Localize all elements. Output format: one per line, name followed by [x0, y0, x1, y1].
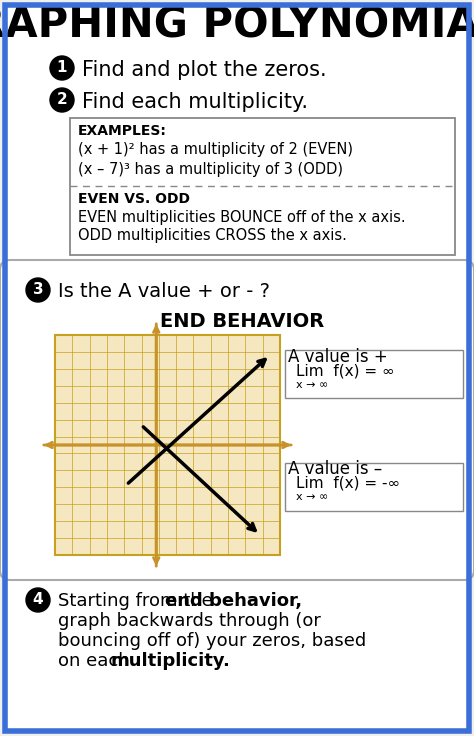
Text: x → ∞: x → ∞: [296, 492, 328, 502]
Text: Lim  f(x) = -∞: Lim f(x) = -∞: [296, 476, 400, 491]
FancyBboxPatch shape: [5, 5, 469, 731]
Text: EVEN multiplicities BOUNCE off of the x axis.: EVEN multiplicities BOUNCE off of the x …: [78, 210, 406, 225]
Circle shape: [26, 278, 50, 302]
FancyBboxPatch shape: [70, 118, 455, 255]
Text: Find and plot the zeros.: Find and plot the zeros.: [82, 60, 327, 80]
Text: Starting from the: Starting from the: [58, 592, 219, 610]
Text: 4: 4: [33, 592, 43, 607]
Text: EVEN VS. ODD: EVEN VS. ODD: [78, 192, 190, 206]
Circle shape: [50, 56, 74, 80]
Text: multiplicity.: multiplicity.: [111, 652, 231, 670]
Circle shape: [26, 588, 50, 612]
FancyBboxPatch shape: [285, 463, 463, 511]
Text: A value is –: A value is –: [288, 460, 382, 478]
Text: Lim  f(x) = ∞: Lim f(x) = ∞: [296, 364, 395, 379]
Text: (x – 7)³ has a multiplicity of 3 (ODD): (x – 7)³ has a multiplicity of 3 (ODD): [78, 162, 343, 177]
Text: graph backwards through (or: graph backwards through (or: [58, 612, 321, 630]
Bar: [55, 335, 280, 555]
Text: GRAPHING POLYNOMIALS: GRAPHING POLYNOMIALS: [0, 5, 474, 47]
Text: ODD multiplicities CROSS the x axis.: ODD multiplicities CROSS the x axis.: [78, 228, 347, 243]
Text: x → ∞: x → ∞: [296, 380, 328, 390]
Text: EXAMPLES:: EXAMPLES:: [78, 124, 167, 138]
Text: 2: 2: [56, 93, 67, 107]
Text: Is the A value + or - ?: Is the A value + or - ?: [58, 282, 270, 301]
Circle shape: [50, 88, 74, 112]
Text: end behavior,: end behavior,: [165, 592, 302, 610]
Text: Find each multiplicity.: Find each multiplicity.: [82, 92, 308, 112]
FancyBboxPatch shape: [285, 350, 463, 398]
Text: bouncing off of) your zeros, based: bouncing off of) your zeros, based: [58, 632, 366, 650]
Text: END BEHAVIOR: END BEHAVIOR: [160, 312, 324, 331]
FancyBboxPatch shape: [0, 260, 474, 580]
Text: 3: 3: [33, 283, 43, 297]
Text: on each: on each: [58, 652, 136, 670]
Text: 1: 1: [57, 60, 67, 76]
Text: (x + 1)² has a multiplicity of 2 (EVEN): (x + 1)² has a multiplicity of 2 (EVEN): [78, 142, 353, 157]
Bar: [55, 335, 280, 555]
Text: A value is +: A value is +: [288, 348, 388, 366]
